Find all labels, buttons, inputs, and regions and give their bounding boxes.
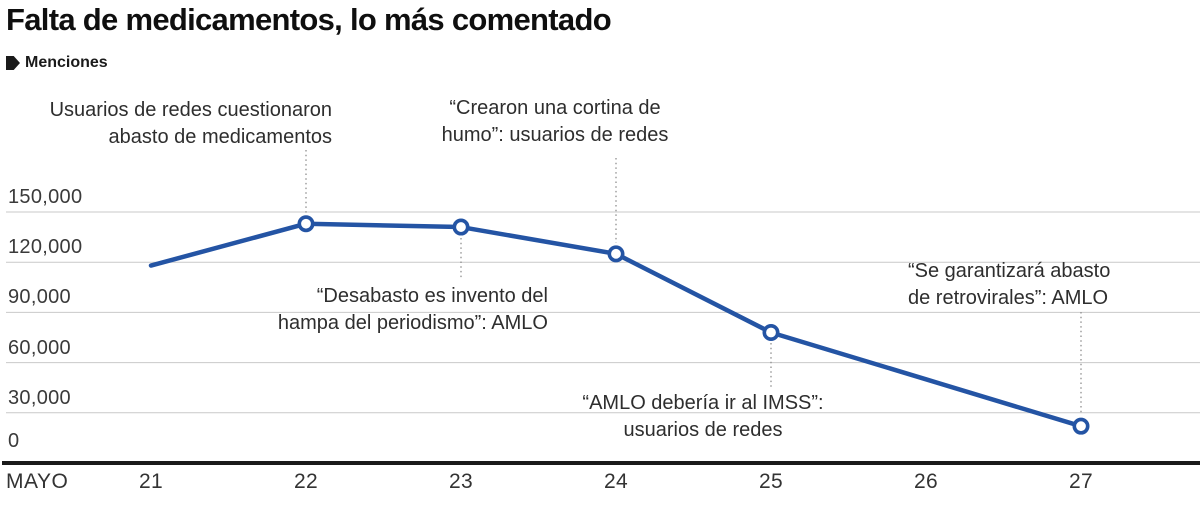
data-point-marker [762,323,780,341]
legend-marker-icon [6,56,20,70]
y-axis-tick-label: 30,000 [8,387,71,409]
data-point-marker [1072,417,1090,435]
annotation-line: hampa del periodismo”: AMLO [277,312,548,334]
annotation-line: humo”: usuarios de redes [441,124,669,146]
annotation-line: “Desabasto es invento del [316,285,548,307]
x-axis-tick-label: 21 [139,470,163,493]
annotation-line: de retrovirales”: AMLO [908,287,1109,309]
x-axis-tick-label: 23 [449,470,473,493]
x-axis-month-label: MAYO [6,470,69,493]
annotation-line: Usuarios de redes cuestionaron [49,99,332,121]
x-axis-tick-label: 25 [759,470,783,493]
y-axis-tick-label: 0 [8,430,20,452]
legend: Menciones [6,54,108,72]
x-axis-tick-label: 22 [294,470,318,493]
y-axis-tick-label: 150,000 [8,186,83,208]
y-axis-tick-label: 60,000 [8,337,71,359]
y-axis-tick-label: 120,000 [8,236,83,258]
annotation-line: “Crearon una cortina de [449,97,661,119]
annotation-retrovirales: “Se garantizará abasto de retrovirales”:… [908,258,1110,312]
page-title: Falta de medicamentos, lo más comentado [6,2,612,37]
annotation-line: “Se garantizará abasto [908,260,1111,282]
data-point-marker [607,245,625,263]
annotation-amlo-imss: “AMLO debería ir al IMSS”: usuarios de r… [582,390,823,444]
data-point-marker [297,215,315,233]
annotation-line: usuarios de redes [623,419,783,441]
annotation-line: abasto de medicamentos [108,126,332,148]
x-axis-tick-label: 24 [604,470,628,493]
y-axis-tick-label: 90,000 [8,286,71,308]
data-point-marker [452,218,470,236]
x-axis-tick-label: 26 [914,470,938,493]
annotation-line: “AMLO debería ir al IMSS”: [582,392,824,414]
annotation-desabasto-invento: “Desabasto es invento del hampa del peri… [278,283,548,337]
legend-label: Menciones [25,54,108,71]
x-axis-tick-label: 27 [1069,470,1093,493]
annotation-smoke-curtain: “Crearon una cortina de humo”: usuarios … [442,95,669,149]
annotation-users-questioned: Usuarios de redes cuestionaron abasto de… [50,97,332,151]
